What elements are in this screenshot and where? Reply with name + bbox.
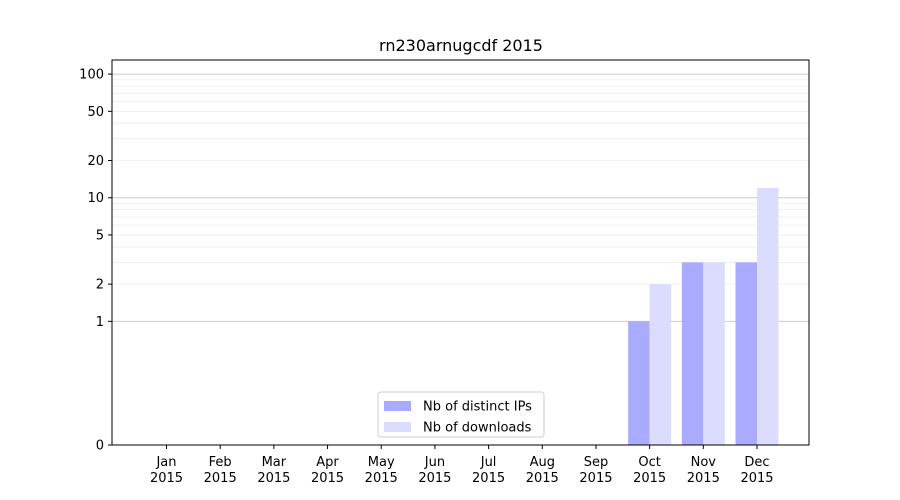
- y-tick-label: 10: [87, 191, 104, 206]
- x-tick-year-label: 2015: [472, 471, 505, 486]
- y-tick-label: 1: [96, 315, 104, 330]
- y-tick-label: 50: [87, 105, 104, 120]
- bar-downloads-nov: [703, 262, 725, 445]
- chart-title: rn230arnugcdf 2015: [379, 36, 543, 55]
- x-tick-year-label: 2015: [418, 471, 451, 486]
- y-tick-label: 5: [96, 228, 104, 243]
- legend-box: [377, 391, 545, 438]
- x-tick-label: Apr: [316, 455, 339, 470]
- x-tick-label: Jul: [480, 455, 497, 470]
- legend-label: Nb of distinct IPs: [423, 400, 532, 415]
- x-tick-label: Sep: [584, 455, 609, 470]
- y-tick-label: 20: [87, 154, 104, 169]
- bar-downloads-dec: [757, 187, 779, 445]
- x-tick-year-label: 2015: [526, 471, 559, 486]
- grid-layer: [112, 73, 809, 322]
- y-tick-label: 0: [96, 439, 104, 454]
- x-tick-label: Oct: [638, 455, 660, 470]
- x-tick-year-label: 2015: [257, 471, 290, 486]
- x-tick-label: Jan: [155, 455, 176, 470]
- x-tick-label: Feb: [209, 455, 232, 470]
- y-tick-label: 2: [96, 278, 104, 293]
- x-tick-label: Mar: [262, 455, 287, 470]
- x-tick-label: Nov: [691, 455, 717, 470]
- bar-distinct-ips-nov: [681, 262, 704, 445]
- x-tick-year-label: 2015: [687, 471, 720, 486]
- x-tick-label: Aug: [530, 455, 555, 470]
- x-tick-year-label: 2015: [150, 471, 183, 486]
- plot-frame: [111, 59, 810, 446]
- x-tick-year-label: 2015: [311, 471, 344, 486]
- x-tick-year-label: 2015: [633, 471, 666, 486]
- x-tick-label: Jun: [424, 455, 445, 470]
- bars-layer: [628, 187, 779, 445]
- bar-downloads-oct: [649, 284, 672, 445]
- x-tick-year-label: 2015: [579, 471, 612, 486]
- axes-layer: [111, 59, 810, 446]
- y-tick-label: 100: [79, 68, 104, 83]
- legend-swatch: [384, 401, 411, 411]
- legend-swatch: [384, 422, 411, 432]
- x-tick-label: May: [368, 455, 395, 470]
- x-tick-year-label: 2015: [365, 471, 398, 486]
- legend: Nb of distinct IPs Nb of downloads: [377, 391, 545, 438]
- bar-distinct-ips-dec: [735, 262, 757, 445]
- x-tick-year-label: 2015: [204, 471, 237, 486]
- legend-label: Nb of downloads: [423, 421, 532, 436]
- x-tick-label: Dec: [744, 455, 769, 470]
- ticks-layer: 0125102050100Jan2015Feb2015Mar2015Apr201…: [79, 68, 773, 486]
- bar-distinct-ips-oct: [628, 321, 650, 445]
- x-tick-year-label: 2015: [740, 471, 773, 486]
